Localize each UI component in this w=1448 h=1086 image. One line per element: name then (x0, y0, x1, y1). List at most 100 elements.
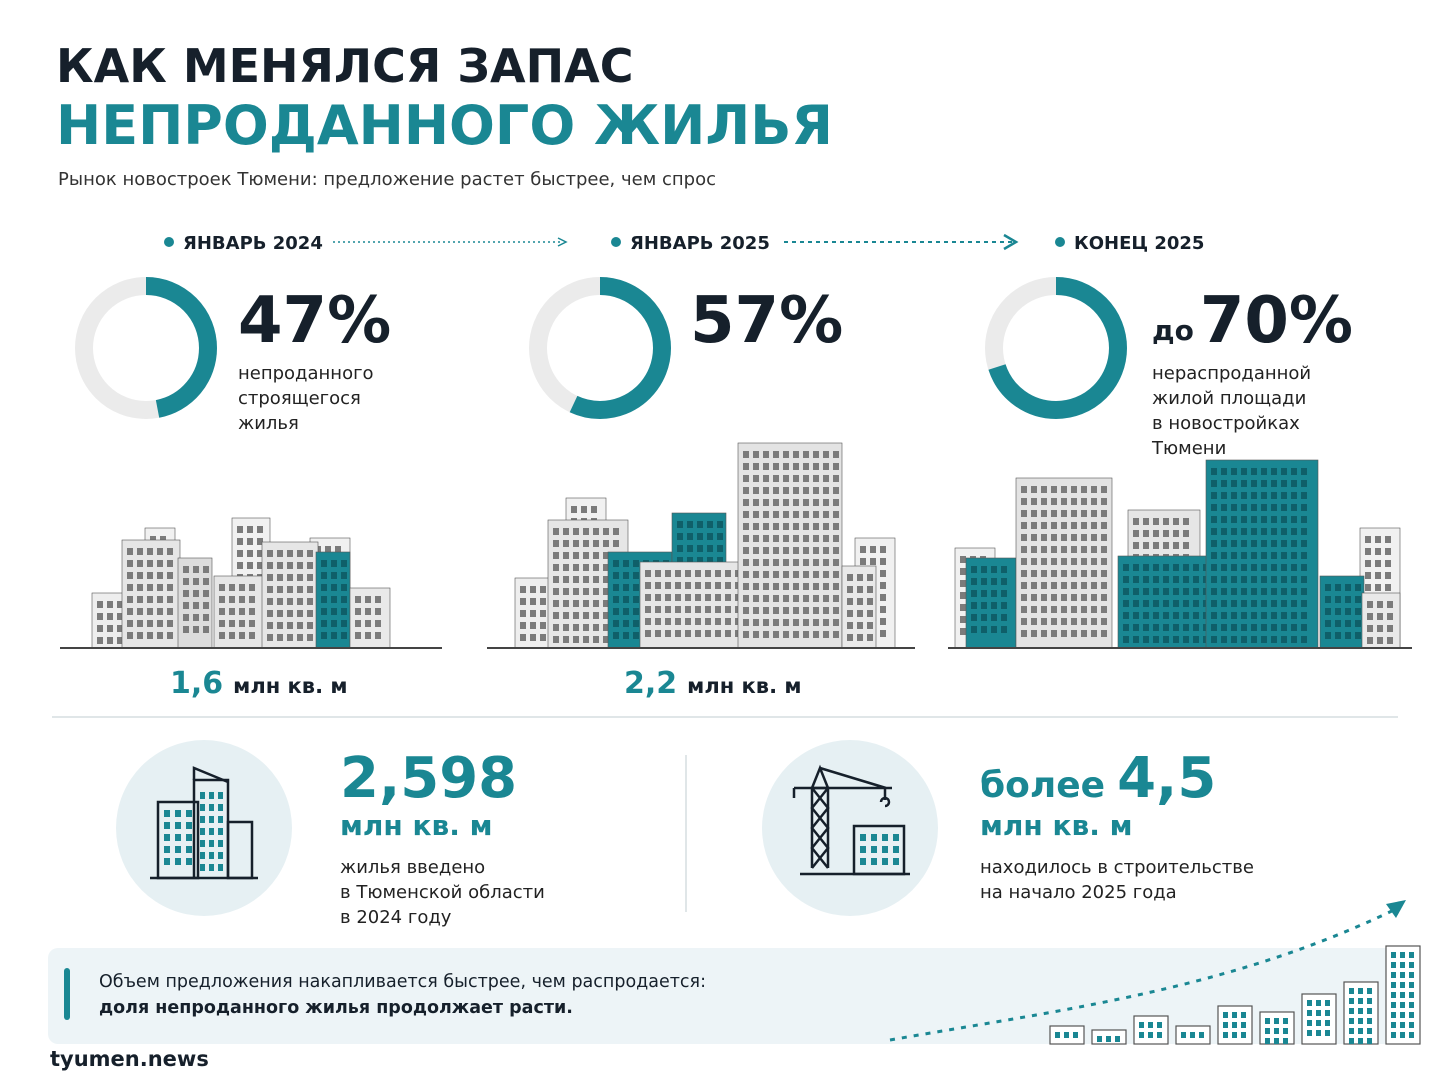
mini-window (1283, 1018, 1288, 1024)
window (297, 610, 303, 617)
window (715, 630, 721, 637)
window (257, 550, 263, 557)
window (763, 499, 769, 506)
window (1375, 548, 1381, 555)
mini-window (1055, 1032, 1060, 1038)
window (753, 607, 759, 614)
window (239, 608, 245, 615)
window (583, 564, 589, 571)
window (823, 583, 829, 590)
window (287, 586, 293, 593)
window (229, 632, 235, 639)
window (183, 578, 189, 585)
icon-window (218, 852, 223, 859)
window (773, 511, 779, 518)
window (685, 594, 691, 601)
mini-window (1307, 1010, 1312, 1016)
window (1231, 552, 1237, 559)
window (773, 547, 779, 554)
window (1041, 546, 1047, 553)
window (1291, 624, 1297, 631)
window (677, 521, 683, 528)
window (1081, 606, 1087, 613)
window (823, 559, 829, 566)
window (1211, 552, 1217, 559)
window (247, 562, 253, 569)
window (229, 596, 235, 603)
mini-window (1391, 982, 1396, 988)
window (880, 630, 886, 637)
window (127, 632, 133, 639)
window (1153, 518, 1159, 525)
window (237, 538, 243, 545)
window (1061, 630, 1067, 637)
window (1101, 606, 1107, 613)
window (1143, 588, 1149, 595)
window (247, 526, 253, 533)
window (287, 610, 293, 617)
icon-window (882, 846, 888, 853)
donut-arc (75, 277, 217, 419)
window (1001, 590, 1007, 597)
window (583, 600, 589, 607)
window (1241, 528, 1247, 535)
window (287, 634, 293, 641)
window (793, 595, 799, 602)
window (563, 636, 569, 643)
window (1071, 498, 1077, 505)
window (1211, 480, 1217, 487)
window (813, 451, 819, 458)
window (753, 463, 759, 470)
mini-window (1400, 962, 1405, 968)
window (277, 598, 283, 605)
window (1143, 600, 1149, 607)
window (1133, 600, 1139, 607)
window (297, 598, 303, 605)
window (1251, 528, 1257, 535)
window (1081, 546, 1087, 553)
window (783, 463, 789, 470)
window (1153, 542, 1159, 549)
window (1385, 584, 1391, 591)
window (857, 622, 863, 629)
window (803, 511, 809, 518)
donut-arc (985, 277, 1127, 419)
window (1071, 582, 1077, 589)
window (127, 608, 133, 615)
window (603, 600, 609, 607)
window (655, 618, 661, 625)
crane-icon (792, 764, 910, 876)
window (753, 583, 759, 590)
window (773, 595, 779, 602)
window (1031, 534, 1037, 541)
window (803, 463, 809, 470)
window (715, 594, 721, 601)
window (1301, 504, 1307, 511)
window (1031, 486, 1037, 493)
window (365, 632, 371, 639)
window (1231, 588, 1237, 595)
window (553, 636, 559, 643)
window (1071, 618, 1077, 625)
window (1231, 468, 1237, 475)
window (1231, 516, 1237, 523)
window (695, 570, 701, 577)
window (147, 572, 153, 579)
window (847, 586, 853, 593)
icon-window (893, 846, 899, 853)
window (803, 475, 809, 482)
window (1081, 486, 1087, 493)
window (1231, 528, 1237, 535)
window (665, 630, 671, 637)
window (813, 523, 819, 530)
window (763, 451, 769, 458)
window (971, 578, 977, 585)
window (773, 451, 779, 458)
mini-window (1232, 1022, 1237, 1028)
window (1051, 630, 1057, 637)
window (1261, 564, 1267, 571)
icon-window (871, 858, 877, 865)
window (675, 594, 681, 601)
window (1041, 558, 1047, 565)
window (573, 600, 579, 607)
